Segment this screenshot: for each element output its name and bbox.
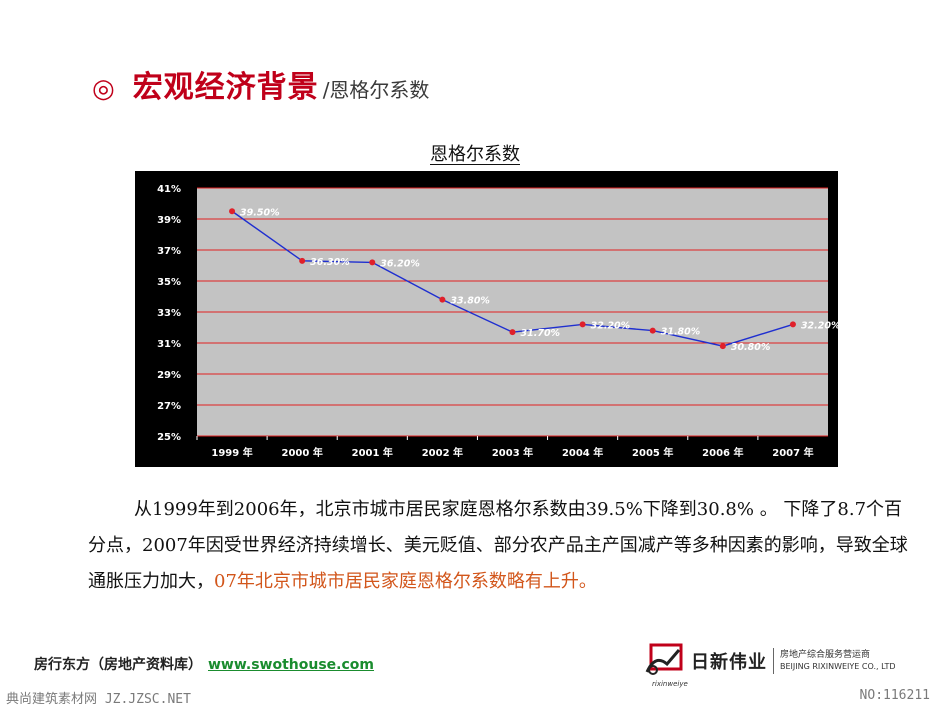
data-label: 36.30%	[310, 257, 350, 268]
x-tick-label: 2006 年	[702, 446, 743, 459]
data-point	[509, 329, 516, 336]
data-point	[369, 259, 376, 266]
y-tick-label: 25%	[157, 432, 181, 443]
data-point	[789, 321, 796, 328]
data-point	[229, 208, 236, 215]
logo-desc-en: BEIJING RIXINWEIYE CO., LTD	[780, 662, 896, 671]
y-tick-label: 39%	[157, 215, 181, 226]
y-tick-label: 29%	[157, 370, 181, 381]
body-text-normal: 从1999年到2006年，北京市城市居民家庭恩格尔系数由39.5%下降到30.8…	[88, 499, 908, 592]
data-point	[299, 257, 306, 264]
data-point	[719, 343, 726, 350]
footer-website-link[interactable]: www.swothouse.com	[208, 657, 375, 673]
data-point	[439, 296, 446, 303]
company-logo-name: 日新伟业	[691, 652, 767, 673]
engel-coefficient-line-chart: 25% 27% 29% 31% 33% 35% 37% 39% 41% 1999 年 2000 年 2…	[157, 184, 838, 459]
x-tick-label: 2000 年	[282, 446, 323, 459]
watermark-site: 典尚建筑素材网 JZ.JZSC.NET	[6, 692, 191, 707]
chart-title: 恩格尔系数	[430, 144, 520, 165]
company-logo: 日新伟业 房地产综合服务营运商 BEIJING RIXINWEIYE CO., …	[645, 640, 905, 682]
company-logo-description: 房地产综合服务营运商 BEIJING RIXINWEIYE CO., LTD	[780, 650, 896, 672]
x-tick-label: 2001 年	[352, 446, 393, 459]
chart-frame: 25% 27% 29% 31% 33% 35% 37% 39% 41% 1999 年 2000 年 2…	[135, 171, 838, 467]
x-tick-label: 2004 年	[562, 446, 603, 459]
slide-title: ◎ 宏观经济背景 /恩格尔系数	[92, 62, 429, 110]
x-tick-label: 2007 年	[772, 446, 813, 459]
data-point	[579, 321, 586, 328]
data-label: 36.20%	[380, 258, 420, 269]
footer-source-label: 房行东方（房地产资料库）	[34, 657, 202, 673]
y-tick-label: 33%	[157, 308, 181, 319]
data-label: 31.70%	[521, 328, 561, 339]
x-tick-label: 2003 年	[492, 446, 533, 459]
data-label: 33.80%	[450, 296, 490, 307]
y-tick-label: 41%	[157, 184, 181, 195]
x-tick-label: 2005 年	[632, 446, 673, 459]
logo-divider	[773, 648, 774, 674]
data-label: 32.20%	[801, 320, 838, 331]
x-tick-label: 1999 年	[211, 446, 252, 459]
data-point	[649, 327, 656, 334]
chart-title-wrap: 恩格尔系数	[0, 140, 950, 166]
data-label: 30.80%	[731, 342, 771, 353]
y-tick-label: 37%	[157, 246, 181, 257]
y-tick-label: 35%	[157, 277, 181, 288]
logo-desc-zh: 房地产综合服务营运商	[780, 650, 871, 660]
title-sub: /恩格尔系数	[322, 78, 430, 102]
logo-tagline: rixinweiye	[652, 680, 688, 688]
footer-source: 房行东方（房地产资料库） www.swothouse.com	[34, 654, 374, 674]
title-main: 宏观经济背景	[132, 70, 319, 105]
data-label: 32.20%	[591, 320, 631, 331]
body-text-highlight: 07年北京市城市居民家庭恩格尔系数略有上升。	[214, 571, 597, 592]
y-tick-label: 31%	[157, 339, 181, 350]
x-tick-label: 2002 年	[422, 446, 463, 459]
data-label: 39.50%	[240, 207, 280, 218]
watermark-number: NO:116211	[859, 688, 930, 703]
body-paragraph: 从1999年到2006年，北京市城市居民家庭恩格尔系数由39.5%下降到30.8…	[88, 492, 914, 600]
title-bullet-icon: ◎	[92, 74, 115, 104]
company-logo-icon	[645, 642, 685, 680]
y-tick-label: 27%	[157, 401, 181, 412]
data-label: 31.80%	[661, 327, 701, 338]
